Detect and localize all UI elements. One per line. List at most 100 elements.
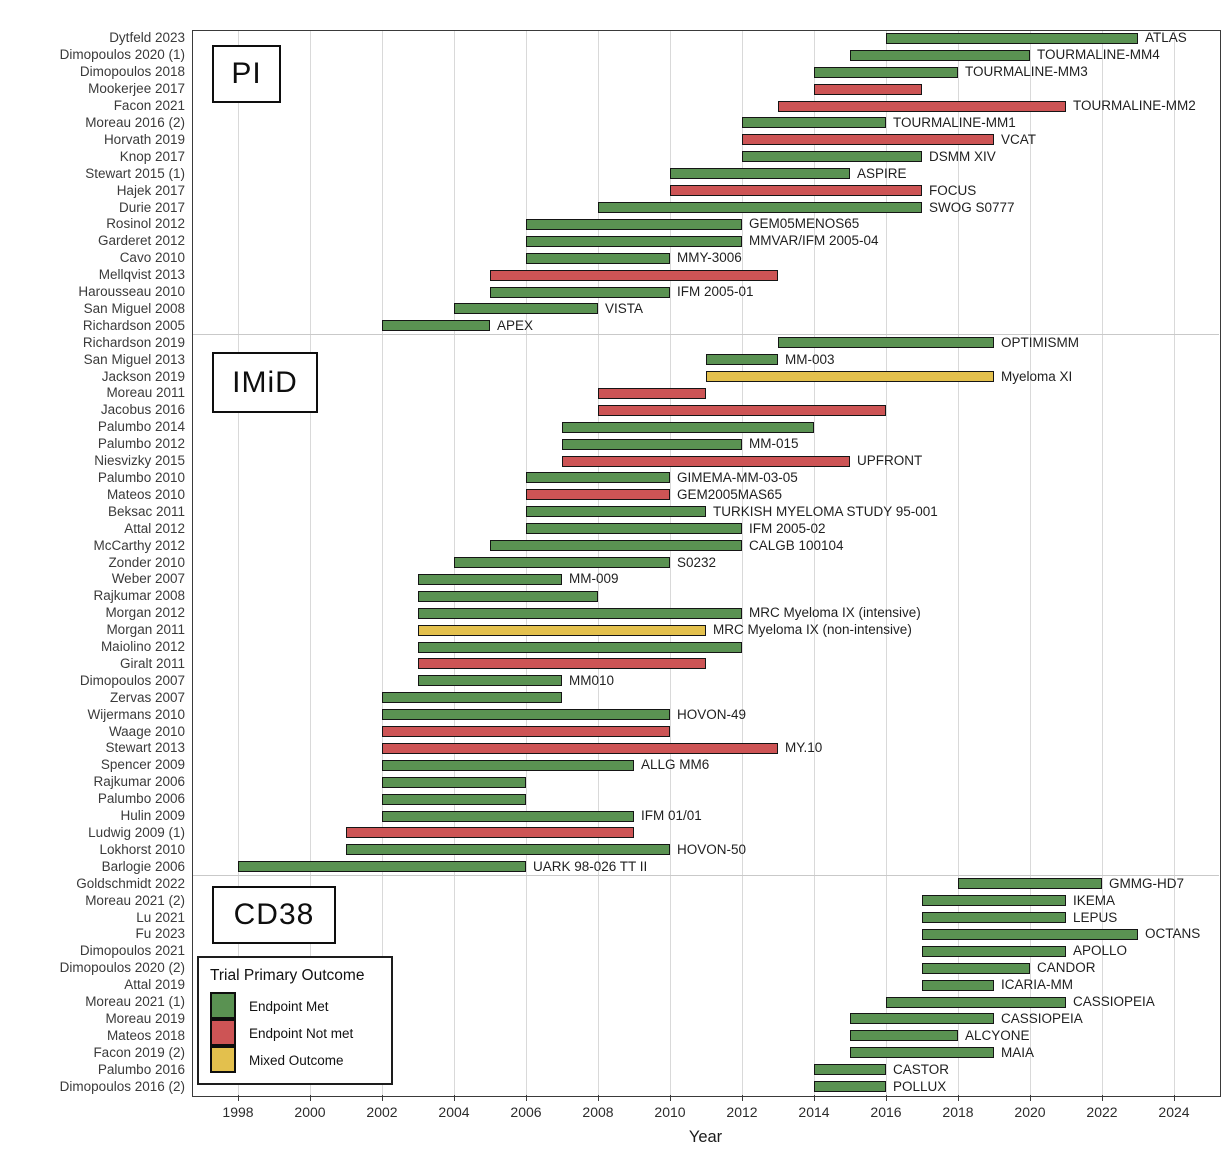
- x-tick-label: 2008: [582, 1104, 614, 1120]
- study-label: Stewart 2015 (1): [85, 165, 185, 181]
- study-label: Dimopoulos 2016 (2): [59, 1078, 185, 1094]
- study-label: Zonder 2010: [108, 554, 185, 570]
- trial-name-label: APEX: [497, 317, 534, 333]
- study-label: Jackson 2019: [101, 368, 185, 384]
- trial-bar: [346, 844, 670, 856]
- trial-bar: [670, 168, 850, 180]
- trial-bar: [922, 928, 1138, 940]
- study-label: Mookerjee 2017: [88, 81, 185, 97]
- study-label: Dimopoulos 2007: [79, 672, 185, 688]
- x-tick-label: 2000: [294, 1104, 326, 1120]
- study-label: Garderet 2012: [97, 233, 185, 249]
- x-tick: [1174, 1095, 1175, 1101]
- x-tick: [598, 1095, 599, 1101]
- trial-bar: [526, 523, 742, 535]
- study-label: Barlogie 2006: [101, 858, 185, 874]
- x-axis-title: Year: [688, 1128, 723, 1146]
- trial-bar: [418, 658, 706, 670]
- trial-name-label: Myeloma XI: [1001, 368, 1073, 384]
- trial-bar: [958, 878, 1102, 890]
- legend-item-not_met: Endpoint Not met: [210, 1018, 391, 1047]
- trial-name-label: FOCUS: [929, 182, 977, 198]
- trial-bar: [742, 151, 922, 163]
- trial-name-label: SWOG S0777: [929, 199, 1015, 215]
- section-box-pi: PI: [212, 45, 281, 103]
- study-label: Palumbo 2014: [97, 419, 185, 435]
- trial-bar: [418, 675, 562, 687]
- trial-name-label: GEM05MENOS65: [749, 216, 860, 232]
- study-label: Horvath 2019: [103, 131, 185, 147]
- trial-name-label: TOURMALINE-MM3: [965, 64, 1088, 80]
- study-label: Giralt 2011: [119, 655, 185, 671]
- trial-name-label: IFM 2005-02: [749, 520, 826, 536]
- trial-name-label: HOVON-50: [677, 841, 747, 857]
- trial-bar: [742, 134, 994, 146]
- trial-name-label: OCTANS: [1145, 926, 1201, 942]
- trial-name-label: ASPIRE: [857, 165, 907, 181]
- study-label: Knop 2017: [119, 148, 185, 164]
- x-tick: [742, 1095, 743, 1101]
- gridline-year-2000: [310, 30, 311, 1095]
- trial-name-label: TURKISH MYELOMA STUDY 95-001: [713, 503, 938, 519]
- study-label: Attal 2019: [124, 977, 185, 993]
- trial-name-label: MMVAR/IFM 2005-04: [749, 233, 879, 249]
- x-tick-label: 2014: [798, 1104, 830, 1120]
- trial-bar: [382, 776, 526, 788]
- trial-bar: [742, 117, 886, 129]
- study-label: Palumbo 2010: [97, 469, 185, 485]
- study-label: Dimopoulos 2020 (1): [59, 47, 185, 63]
- trial-bar: [526, 506, 706, 518]
- legend-swatch-mixed: [210, 1045, 236, 1073]
- trial-bar: [526, 472, 670, 484]
- trial-name-label: MMY-3006: [677, 250, 742, 266]
- gridline-year-1998: [238, 30, 239, 1095]
- trial-name-label: MRC Myeloma IX (non-intensive): [713, 622, 912, 638]
- gridline-year-2002: [382, 30, 383, 1095]
- study-label: Morgan 2012: [105, 605, 185, 621]
- trial-name-label: HOVON-49: [677, 706, 747, 722]
- x-tick-label: 1998: [222, 1104, 254, 1120]
- x-tick: [958, 1095, 959, 1101]
- trial-name-label: GMMG-HD7: [1109, 875, 1184, 891]
- trial-bar: [922, 945, 1066, 957]
- trial-bar: [490, 540, 742, 552]
- legend: Trial Primary Outcome Endpoint Met Endpoi…: [197, 956, 393, 1085]
- trial-bar: [598, 387, 706, 399]
- study-label: McCarthy 2012: [93, 537, 185, 553]
- trial-name-label: ALCYONE: [965, 1027, 1030, 1043]
- trial-bar: [346, 827, 634, 839]
- study-label: Morgan 2011: [106, 622, 185, 638]
- trial-name-label: LEPUS: [1073, 909, 1118, 925]
- x-tick-label: 2016: [870, 1104, 902, 1120]
- x-tick: [1102, 1095, 1103, 1101]
- trial-name-label: ATLAS: [1145, 30, 1187, 46]
- trial-name-label: IKEMA: [1073, 892, 1116, 908]
- study-label: Hajek 2017: [116, 182, 185, 198]
- trial-name-label: POLLUX: [893, 1078, 947, 1094]
- gridline-year-2016: [886, 30, 887, 1095]
- trial-bar: [562, 421, 814, 433]
- study-label: Beksac 2011: [107, 503, 185, 519]
- trial-bar: [886, 32, 1138, 44]
- x-tick-label: 2010: [654, 1104, 686, 1120]
- trial-name-label: MM010: [569, 672, 615, 688]
- trial-bar: [850, 1030, 958, 1042]
- trial-bar: [814, 83, 922, 95]
- study-label: Dimopoulos 2021: [79, 943, 185, 959]
- trial-name-label: TOURMALINE-MM1: [893, 114, 1016, 130]
- trial-name-label: IFM 01/01: [641, 808, 702, 824]
- study-label: Attal 2012: [124, 520, 185, 536]
- x-tick: [814, 1095, 815, 1101]
- trial-name-label: VCAT: [1001, 131, 1037, 147]
- trial-name-label: UARK 98-026 TT II: [533, 858, 648, 874]
- study-label: Fu 2023: [135, 926, 185, 942]
- study-label: Facon 2021: [113, 98, 185, 114]
- legend-title: Trial Primary Outcome: [210, 967, 365, 984]
- trial-bar: [922, 912, 1066, 923]
- x-tick-label: 2018: [942, 1104, 974, 1120]
- study-label: Dytfeld 2023: [109, 30, 185, 46]
- section-box-cd38: CD38: [212, 886, 336, 944]
- trial-bar: [814, 1081, 886, 1093]
- trial-bar: [382, 793, 526, 805]
